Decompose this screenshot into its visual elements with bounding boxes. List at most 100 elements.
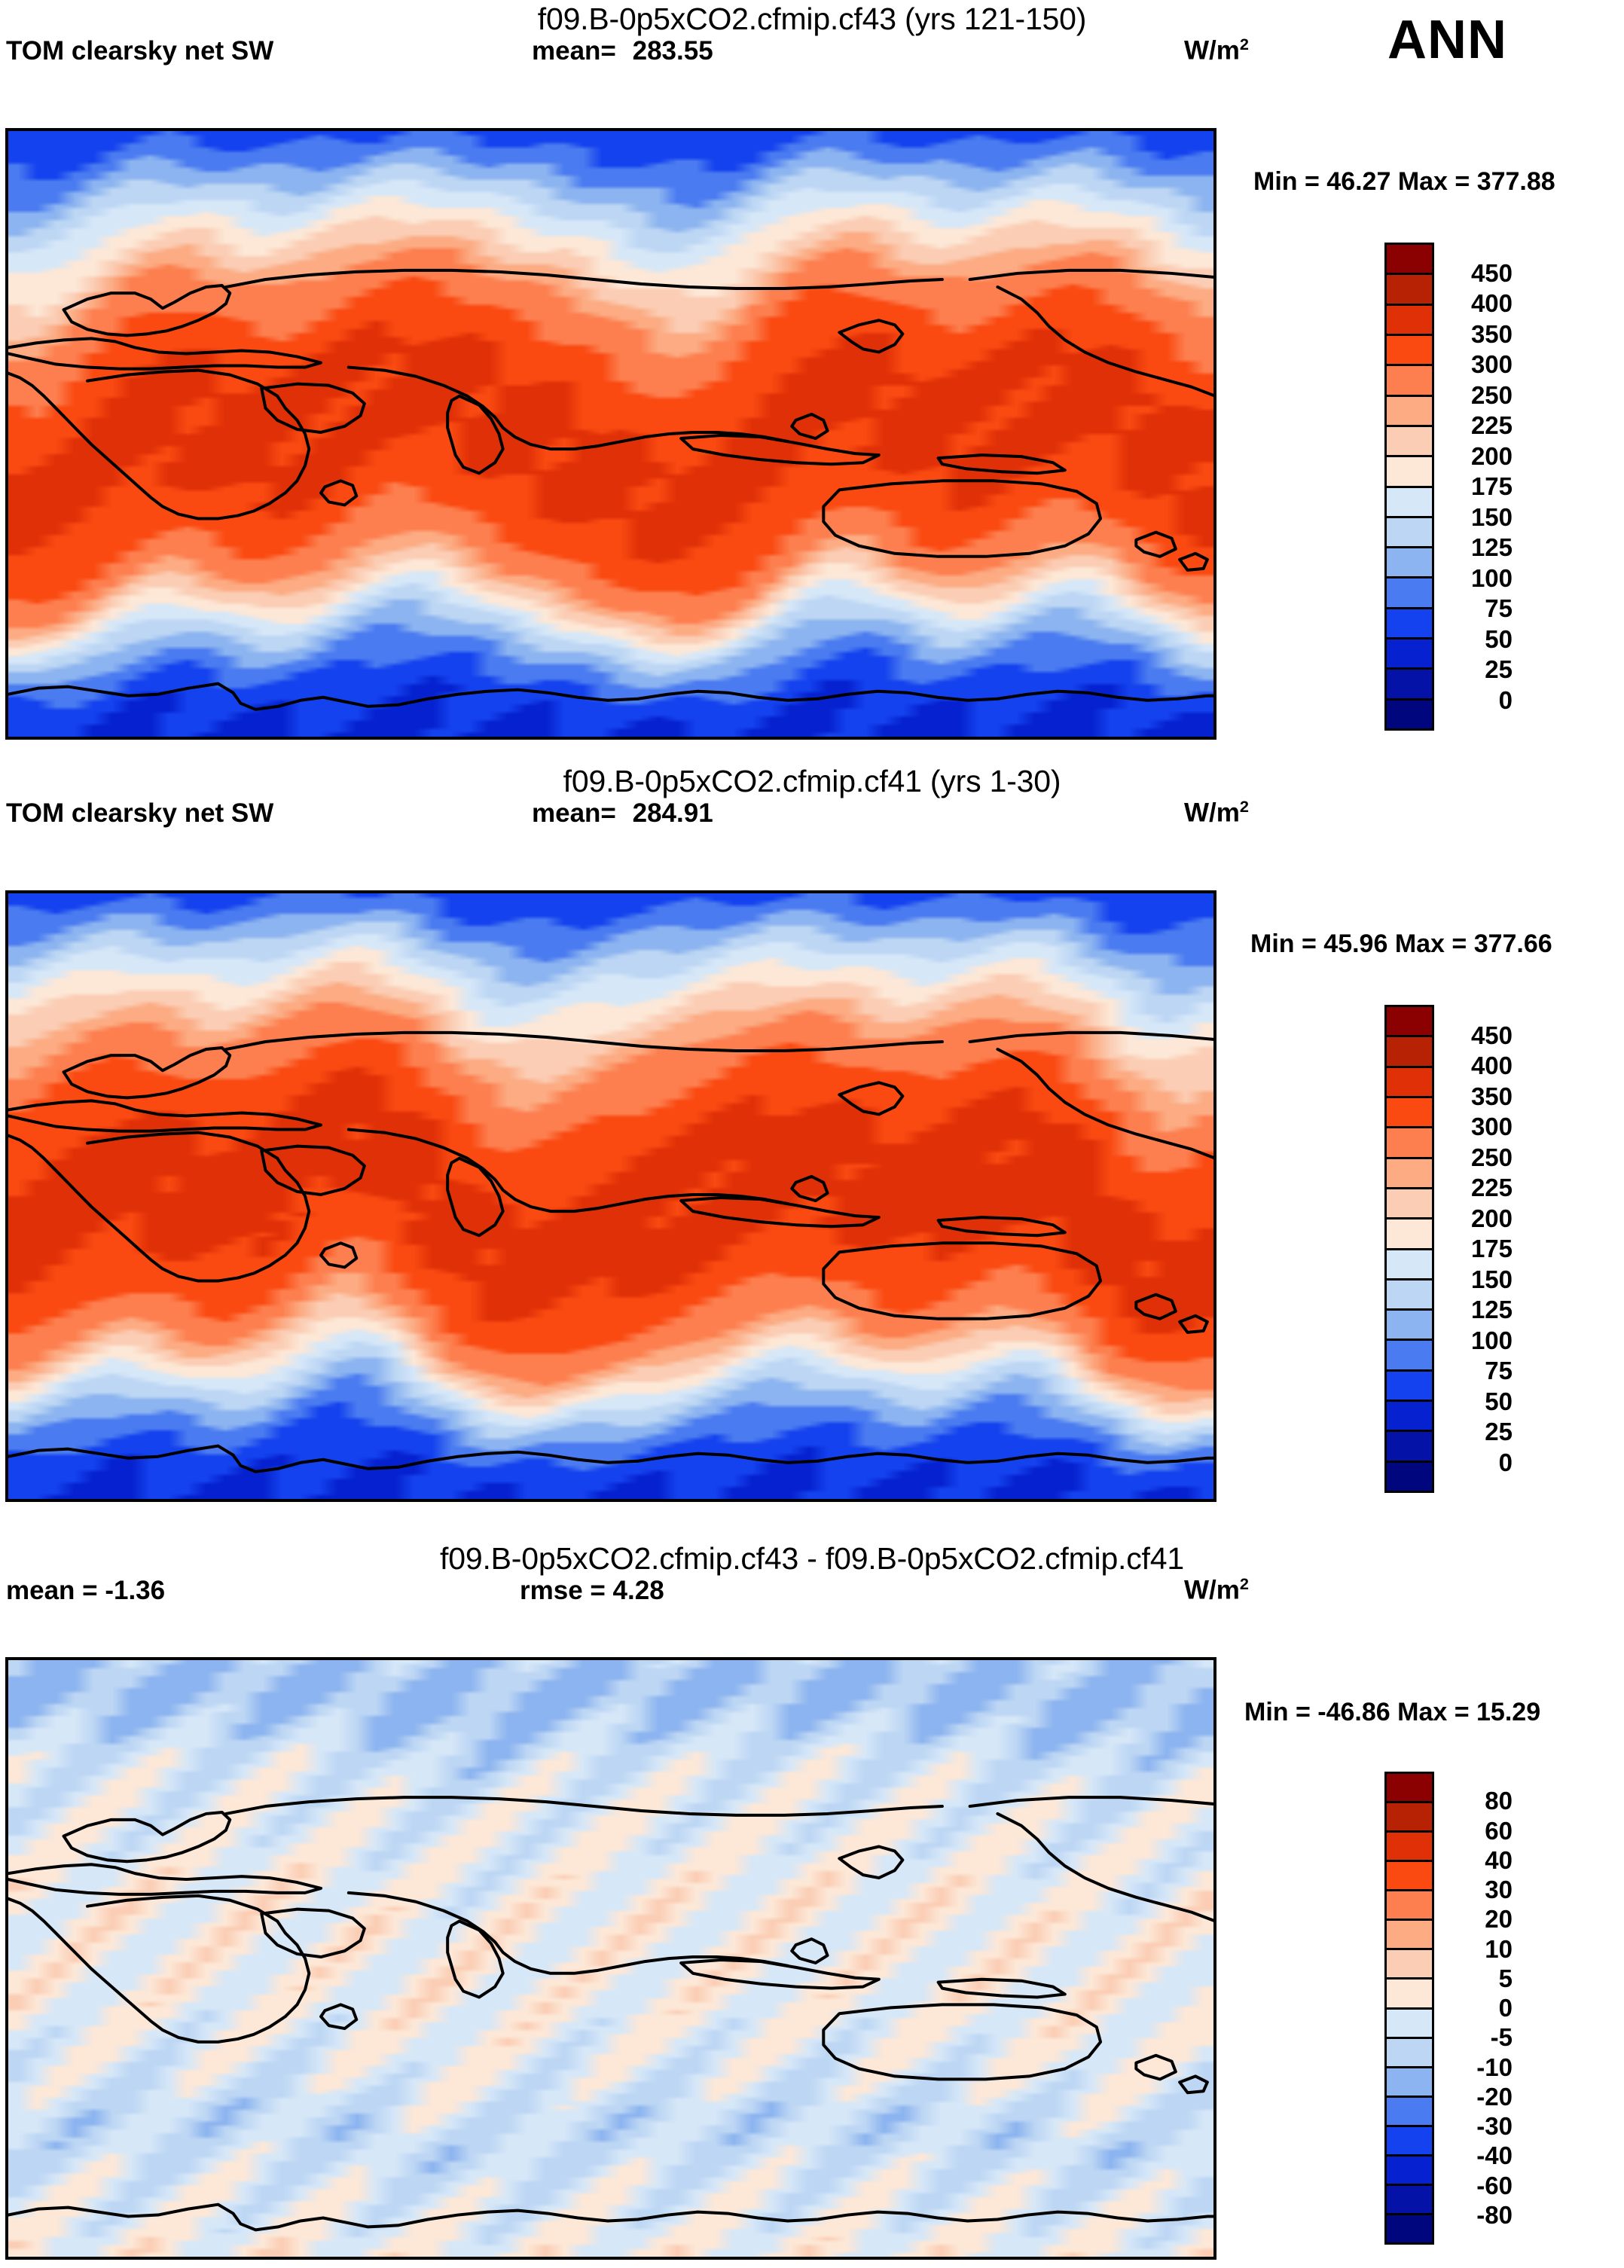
colorbar-swatch [1387,1950,1432,1980]
colorbar-swatch [1387,1037,1432,1068]
colorbar-swatch [1387,366,1432,397]
colorbar-tick-label: 350 [1470,319,1513,348]
colorbar-tick-label: 0 [1498,1448,1513,1476]
colorbar-tick-label: 40 [1485,1845,1513,1874]
colorbar-tick-label: -80 [1476,2200,1513,2229]
colorbar-swatch [1387,1774,1432,1804]
colorbar-tick-label: 125 [1470,1296,1513,1323]
map-panel-1-coastlines [8,131,1213,737]
colorbar-tick-label: -20 [1476,2082,1513,2111]
panel-2-mean: mean= 284.91 [532,798,713,829]
panel-2-mean-label: mean= [532,798,616,828]
colorbar-tick-label: 250 [1470,380,1513,409]
map-panel-3 [5,1657,1216,2260]
panel-1-mean-value: 283.55 [632,36,713,66]
colorbar-tick-label: 100 [1470,1326,1513,1354]
panel-2-units: W/m2 [1184,797,1249,829]
colorbar-tick-label: 5 [1498,1964,1513,1992]
colorbar-tick-label: 50 [1485,1387,1513,1415]
panel-3-mean: mean = -1.36 [6,1576,166,1605]
colorbar-swatch [1387,2009,1432,2039]
colorbar-swatch [1387,1128,1432,1159]
colorbar-tick-label: 80 [1485,1787,1513,1815]
colorbar-swatch [1387,609,1432,640]
colorbar-swatch [1387,1803,1432,1833]
colorbar-tick-label: 25 [1485,655,1513,683]
field-raster [8,893,1213,1499]
colorbar-tick-label: 300 [1470,350,1513,378]
colorbar-swatch [1387,670,1432,701]
panel-1-minmax: Min = 46.27 Max = 377.88 [1253,167,1555,196]
panel-2-mean-value: 284.91 [632,798,713,828]
panel-1-units-exp: 2 [1239,35,1249,53]
map-panel-1 [5,128,1216,740]
colorbar-swatch [1387,1067,1432,1098]
colorbar-swatch [1387,1219,1432,1250]
colorbar-swatch [1387,548,1432,579]
colorbar-1-ticks: 450 400 350 300 250 225 200 175 150 125 100 75 50 25 0 [1448,243,1561,731]
colorbar-tick-label: -10 [1476,2053,1513,2081]
colorbar-tick-label: 150 [1470,1265,1513,1293]
panel-3-minmax: Min = -46.86 Max = 15.29 [1244,1698,1541,1726]
colorbar-swatch [1387,1462,1432,1491]
colorbar-tick-label: 0 [1498,685,1513,714]
panel-3-units-text: W/m [1184,1575,1240,1605]
panel-1-mean: mean= 283.55 [532,36,713,66]
colorbar-swatch [1387,2068,1432,2098]
colorbar-swatch [1387,1189,1432,1220]
colorbar-swatch [1387,1862,1432,1892]
panel-2-title: f09.B-0p5xCO2.cfmip.cf41 (yrs 1-30) [563,764,1061,798]
colorbar-tick-label: 0 [1498,1994,1513,2022]
colorbar-tick-label: -60 [1476,2171,1513,2199]
panel-1-units-text: W/m [1184,35,1240,66]
colorbar-swatch [1387,1311,1432,1342]
colorbar-tick-label: 10 [1485,1934,1513,1963]
panel-1-title: f09.B-0p5xCO2.cfmip.cf43 (yrs 121-150) [537,2,1087,36]
panel-3-title: f09.B-0p5xCO2.cfmip.cf43 - f09.B-0p5xCO2… [440,1541,1184,1576]
panel-2-minmax: Min = 45.96 Max = 377.66 [1250,929,1552,958]
colorbar-tick-label: 450 [1470,1021,1513,1049]
colorbar-swatch [1387,1280,1432,1311]
panel-2-variable-label: TOM clearsky net SW [6,798,274,828]
colorbar-swatch [1387,2185,1432,2215]
colorbar-swatch [1387,245,1432,276]
colorbar-tick-label: 400 [1470,289,1513,317]
colorbar-tick-label: 225 [1470,1174,1513,1201]
colorbar-tick-label: 60 [1485,1816,1513,1845]
colorbar-tick-label: 100 [1470,563,1513,592]
colorbar-swatch [1387,1891,1432,1922]
colorbar-swatch [1387,700,1432,728]
colorbar-tick-label: 250 [1470,1143,1513,1171]
colorbar-tick-label: -30 [1476,2112,1513,2140]
colorbar-swatch [1387,2038,1432,2068]
season-label: ANN [1387,10,1507,70]
colorbar-swatch [1387,1402,1432,1433]
colorbar-tick-label: 175 [1470,472,1513,500]
colorbar-swatch [1387,2097,1432,2127]
colorbar-swatch [1387,1097,1432,1129]
colorbar-swatch [1387,1921,1432,1951]
colorbar-swatch [1387,2156,1432,2186]
map-panel-2-coastlines [8,893,1213,1499]
colorbar-swatch [1387,487,1432,518]
colorbar-tick-label: 175 [1470,1235,1513,1262]
colorbar-tick-label: -5 [1490,2023,1513,2052]
colorbar-swatch [1387,1007,1432,1038]
colorbar-tick-label: 20 [1485,1905,1513,1934]
colorbar-tick-label: 75 [1485,594,1513,622]
panel-1-units: W/m2 [1184,35,1249,66]
colorbar-swatch [1387,396,1432,427]
colorbar-tick-label: 350 [1470,1082,1513,1110]
panel-1-mean-label: mean= [532,36,616,66]
colorbar-swatch [1387,305,1432,336]
colorbar-2-ticks: 450 400 350 300 250 225 200 175 150 125 100 75 50 25 0 [1448,1005,1561,1493]
map-panel-3-coastlines [8,1660,1213,2257]
colorbar-swatch [1387,1980,1432,2010]
colorbar-tick-label: 300 [1470,1113,1513,1140]
colorbar-swatch [1387,1341,1432,1372]
map-panel-2 [5,890,1216,1502]
panel-2-units-text: W/m [1184,798,1240,828]
colorbar-tick-label: 450 [1470,258,1513,287]
panel-1-variable-label: TOM clearsky net SW [6,36,274,66]
